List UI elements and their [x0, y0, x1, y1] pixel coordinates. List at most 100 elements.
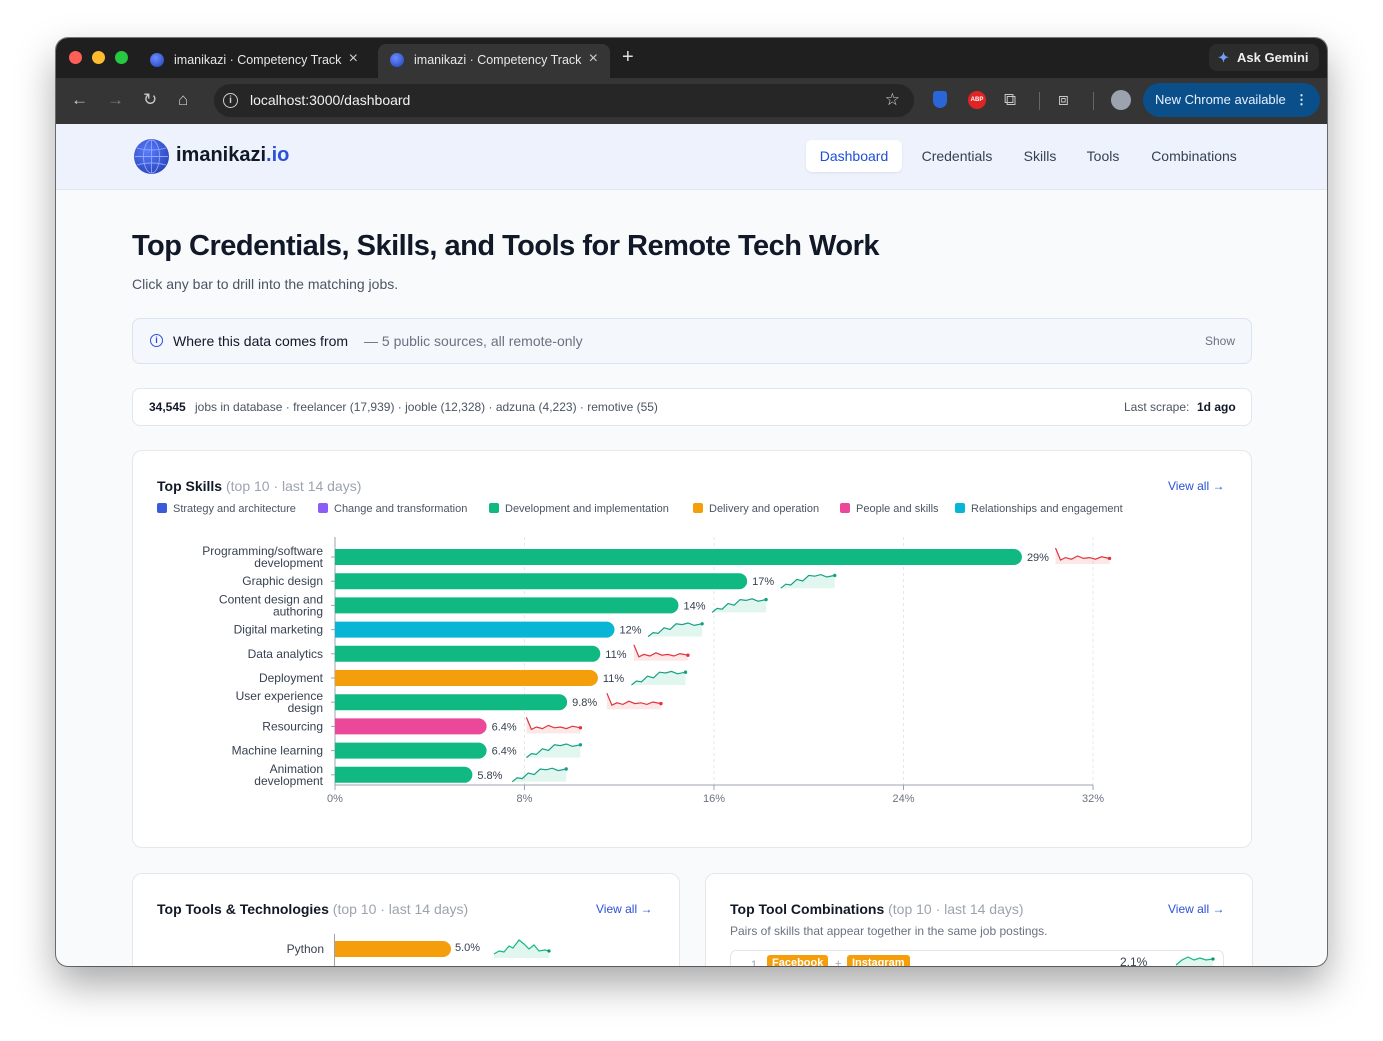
- info-show-toggle[interactable]: Show: [1204, 334, 1235, 348]
- legend-item-relationships[interactable]: Relationships and engagement: [955, 503, 1123, 515]
- trend-sparkline: [606, 692, 662, 707]
- bar-value-label: 6.4%: [492, 746, 517, 758]
- nav-skills[interactable]: Skills: [1023, 148, 1057, 164]
- y-category-label: Deployment: [259, 671, 324, 685]
- top-tools-card: Top Tools & Technologies (top 10 · last …: [132, 873, 680, 966]
- trend-sparkline: [647, 622, 703, 638]
- close-tab-icon[interactable]: ×: [348, 50, 358, 67]
- nav-dashboard[interactable]: Dashboard: [806, 140, 902, 172]
- bar-value-label: 11%: [605, 649, 626, 661]
- bar[interactable]: [335, 573, 748, 590]
- toolbar-divider: [1093, 92, 1094, 110]
- maximize-window-button[interactable]: [115, 51, 128, 64]
- browser-tab-2[interactable]: imanikazi · Competency Track ×: [378, 44, 610, 78]
- trend-sparkline-area: [712, 598, 767, 613]
- legend-item-people[interactable]: People and skills: [840, 503, 939, 515]
- logo-main-text: imanikazi: [176, 144, 267, 166]
- minimize-window-button[interactable]: [92, 51, 105, 64]
- skills-bar-chart: 0% 8% 16% 24% 32% Programming/software develop…: [202, 537, 1112, 805]
- trend-sparkline-area: [512, 768, 567, 782]
- combo-rank: 1: [751, 959, 758, 966]
- trend-sparkline-area: [633, 644, 688, 661]
- bar-value-label: 9.8%: [572, 697, 597, 709]
- globe-logo-icon[interactable]: [134, 139, 169, 174]
- home-icon[interactable]: ⌂: [178, 90, 189, 109]
- close-tab-icon[interactable]: ×: [588, 50, 598, 67]
- bar-value-label: 12%: [620, 625, 642, 637]
- tool-bar[interactable]: [335, 941, 451, 957]
- bar[interactable]: [335, 621, 615, 638]
- close-window-button[interactable]: [69, 51, 82, 64]
- address-bar[interactable]: i localhost:3000/dashboard ☆: [214, 84, 914, 117]
- bar[interactable]: [335, 694, 568, 711]
- trend-sparkline-area: [526, 717, 581, 734]
- extensions-puzzle-icon[interactable]: ⧉: [1004, 90, 1017, 109]
- globe-favicon-icon: [150, 53, 164, 67]
- legend-item-delivery[interactable]: Delivery and operation: [693, 503, 819, 515]
- y-category-label: Animation development: [254, 762, 323, 788]
- combo-plus: +: [835, 958, 842, 966]
- tools-title-meta: (top 10 · last 14 days): [332, 901, 469, 917]
- profile-avatar[interactable]: [1111, 90, 1131, 110]
- update-label: New Chrome available: [1155, 92, 1286, 107]
- kebab-menu-icon[interactable]: ⋮: [1295, 92, 1308, 107]
- toolbar-divider: [1039, 92, 1040, 110]
- bar[interactable]: [335, 645, 601, 662]
- bar[interactable]: [335, 766, 473, 783]
- data-source-disclosure[interactable]: i Where this data comes from — 5 public …: [132, 318, 1252, 364]
- tools-title-text: Top Tools & Technologies: [157, 901, 329, 917]
- bitwarden-shield-icon[interactable]: [933, 91, 947, 108]
- nav-combinations[interactable]: Combinations: [1151, 148, 1237, 164]
- y-category-label: Graphic design: [242, 574, 323, 588]
- forward-arrow-icon[interactable]: →: [107, 90, 124, 109]
- combo-value: 2.1%: [1120, 955, 1148, 966]
- trend-sparkline-endpoint: [700, 622, 704, 626]
- browser-tab-1[interactable]: imanikazi · Competency Track ×: [138, 44, 370, 78]
- cast-search-icon[interactable]: ⧈: [1058, 90, 1069, 109]
- logo-suffix-text: .io: [266, 144, 290, 166]
- x-tick-label: 0%: [327, 793, 343, 805]
- legend-label: People and skills: [856, 503, 939, 515]
- bar[interactable]: [335, 597, 679, 614]
- trend-sparkline-endpoint: [564, 767, 568, 771]
- trend-sparkline: [1054, 547, 1110, 561]
- legend-item-change[interactable]: Change and transformation: [318, 503, 467, 515]
- bar[interactable]: [335, 742, 487, 759]
- nav-tools[interactable]: Tools: [1086, 148, 1120, 164]
- tools-view-all-link[interactable]: View all →: [596, 902, 653, 916]
- browser-toolbar: ← → ↻ ⌂ i localhost:3000/dashboard ☆ ABP…: [56, 78, 1327, 124]
- tools-card-title: Top Tools & Technologies (top 10 · last …: [157, 901, 468, 917]
- globe-favicon-icon: [390, 53, 404, 67]
- skills-view-all-link[interactable]: View all →: [1168, 479, 1225, 493]
- combos-title-meta: (top 10 · last 14 days): [888, 901, 1024, 917]
- tool-trend-sparkline: [493, 939, 551, 958]
- bar-value-label: 17%: [752, 576, 774, 588]
- trend-sparkline-area: [526, 744, 581, 758]
- bar[interactable]: [335, 670, 598, 686]
- combo-tag-b: Instagram: [847, 955, 910, 966]
- trend-sparkline-endpoint: [833, 573, 837, 578]
- y-category-label: Machine learning: [232, 744, 323, 758]
- tool-label: Python: [286, 942, 324, 956]
- site-logo[interactable]: imanikazi.io: [176, 144, 289, 167]
- info-detail: — 5 public sources, all remote-only: [364, 333, 583, 349]
- new-chrome-available-button[interactable]: New Chrome available ⋮: [1143, 83, 1320, 117]
- y-category-label: Data analytics: [248, 647, 323, 661]
- x-tick-label: 32%: [1082, 793, 1104, 805]
- legend-item-development[interactable]: Development and implementation: [489, 503, 669, 515]
- new-tab-button[interactable]: +: [622, 46, 634, 68]
- nav-credentials[interactable]: Credentials: [921, 148, 993, 164]
- combos-description: Pairs of skills that appear together in …: [730, 924, 1048, 938]
- bar[interactable]: [335, 549, 1022, 565]
- adblock-icon[interactable]: ABP: [968, 91, 986, 109]
- combo-row[interactable]: 1 Facebook + Instagram 2.1%: [730, 950, 1224, 966]
- site-info-icon[interactable]: i: [223, 93, 238, 108]
- legend-item-strategy[interactable]: Strategy and architecture: [157, 503, 296, 515]
- bar[interactable]: [335, 718, 487, 735]
- combos-view-all-link[interactable]: View all →: [1168, 902, 1225, 916]
- reload-icon[interactable]: ↻: [143, 90, 158, 109]
- ask-gemini-button[interactable]: ✦ Ask Gemini: [1209, 44, 1319, 71]
- bookmark-star-icon[interactable]: ☆: [884, 90, 900, 109]
- back-arrow-icon[interactable]: ←: [71, 90, 88, 109]
- main-content: Top Credentials, Skills, and Tools for R…: [56, 190, 1327, 966]
